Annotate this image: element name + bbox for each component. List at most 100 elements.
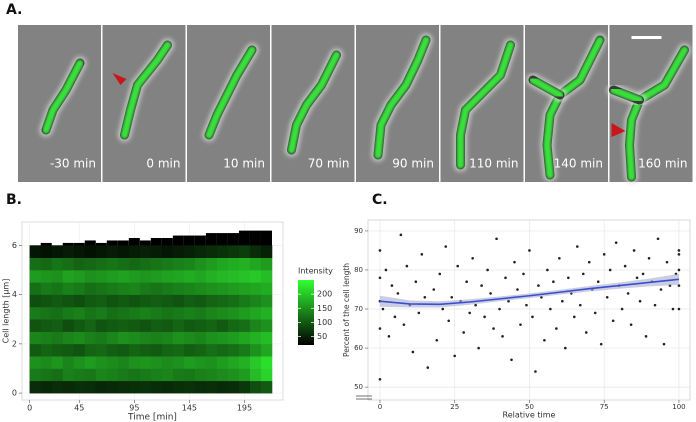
point xyxy=(525,303,528,307)
point xyxy=(665,260,669,264)
point xyxy=(474,303,477,307)
point xyxy=(522,272,525,276)
heat-cell xyxy=(128,380,141,394)
heat-cell xyxy=(106,245,119,258)
heat-cell xyxy=(150,368,163,382)
heat-cell xyxy=(62,319,75,332)
heat-cell xyxy=(29,306,42,320)
heat-cell xyxy=(260,319,273,332)
point xyxy=(575,245,579,248)
nucleoid xyxy=(205,46,256,139)
heat-cell xyxy=(150,331,163,345)
heat-cell xyxy=(238,270,251,283)
heat-cell xyxy=(249,245,262,258)
heat-cell xyxy=(73,343,86,357)
heat-cell xyxy=(51,245,64,258)
heat-cell xyxy=(161,356,174,369)
panel-label: B. xyxy=(6,192,22,208)
heat-cell xyxy=(238,245,251,258)
point xyxy=(626,292,630,295)
point xyxy=(396,292,400,295)
heat-cell xyxy=(62,368,75,382)
heat-cell xyxy=(238,257,251,271)
heat-cell xyxy=(128,294,141,308)
heat-cell xyxy=(73,257,86,271)
point xyxy=(513,260,516,264)
heat-cell xyxy=(216,356,229,369)
heat-cell xyxy=(51,368,64,382)
point xyxy=(647,256,651,260)
heat-cell xyxy=(62,270,75,283)
heat-cell xyxy=(128,331,141,345)
heat-cell xyxy=(172,343,185,357)
heat-cell xyxy=(227,245,240,258)
y-tick-label: 90 xyxy=(354,227,363,235)
heat-cell xyxy=(95,270,108,283)
heat-cell xyxy=(227,294,240,308)
point xyxy=(450,296,454,299)
heat-cell xyxy=(183,294,196,308)
heat-cell xyxy=(40,331,53,345)
heat-cell xyxy=(161,380,174,394)
heat-cell xyxy=(183,282,196,295)
heat-cell xyxy=(62,343,75,357)
heat-cell xyxy=(117,257,130,271)
heat-cell xyxy=(194,368,207,382)
heat-cell xyxy=(62,282,75,295)
point xyxy=(629,323,633,326)
nucleoid xyxy=(626,46,688,181)
point xyxy=(558,256,561,260)
heat-cell xyxy=(128,343,141,357)
frame-time-label: 70 min xyxy=(308,157,350,171)
point xyxy=(593,311,597,315)
heat-cell xyxy=(194,380,207,394)
heat-cell xyxy=(139,257,152,271)
heat-cell xyxy=(62,245,75,258)
heat-cell xyxy=(205,356,218,369)
y-tick-label: 80 xyxy=(354,266,363,274)
point xyxy=(641,272,645,276)
point xyxy=(602,253,606,256)
point xyxy=(567,276,570,280)
heat-cell xyxy=(51,257,64,271)
point xyxy=(507,299,510,303)
heat-cell xyxy=(40,245,53,258)
heat-cell xyxy=(84,257,97,271)
point xyxy=(486,268,489,272)
point xyxy=(677,284,681,287)
point xyxy=(555,327,558,330)
heat-cell xyxy=(95,368,108,382)
y-tick-label: 50 xyxy=(354,383,363,391)
heat-cell xyxy=(84,282,97,295)
point xyxy=(456,264,459,268)
heat-cell xyxy=(183,380,196,394)
heat-cell xyxy=(194,294,207,308)
frame-time-label: 10 min xyxy=(223,157,265,171)
heat-cell xyxy=(260,294,273,308)
point xyxy=(599,342,603,346)
point xyxy=(572,315,576,319)
point xyxy=(608,268,612,272)
point xyxy=(483,315,486,319)
point xyxy=(441,307,445,311)
heat-cell xyxy=(205,368,218,382)
heat-cell xyxy=(161,257,174,271)
heat-cell xyxy=(51,319,64,332)
heat-cell xyxy=(106,306,119,320)
heat-cell xyxy=(139,319,152,332)
nucleoid xyxy=(42,59,84,134)
panel-label: C. xyxy=(372,192,388,208)
heat-cell xyxy=(150,270,163,283)
heat-cell xyxy=(194,245,207,258)
point xyxy=(644,335,648,338)
heat-cell xyxy=(40,294,53,308)
heat-cell xyxy=(84,319,97,332)
heat-cell xyxy=(139,368,152,382)
heat-cell xyxy=(260,257,273,271)
heat-cell xyxy=(249,270,262,283)
heat-cell xyxy=(84,306,97,320)
heat-cell xyxy=(161,306,174,320)
point xyxy=(495,237,498,241)
point xyxy=(638,299,642,303)
point xyxy=(623,264,627,268)
